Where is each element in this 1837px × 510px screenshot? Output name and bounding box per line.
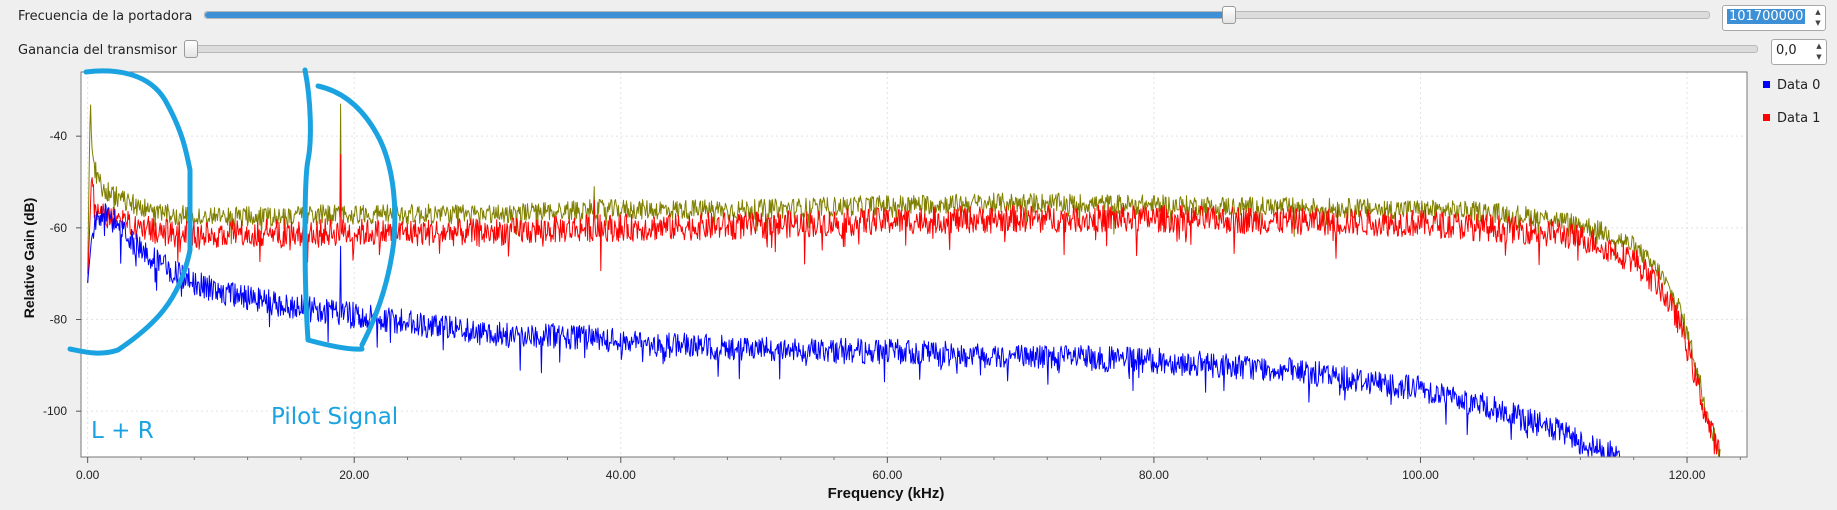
legend: Data 0 Data 1 bbox=[1763, 78, 1820, 126]
x-tick-label: 20.00 bbox=[339, 468, 369, 482]
tx-gain-spinbox[interactable]: 0,0 ▲ ▼ bbox=[1771, 39, 1827, 65]
plot-frame bbox=[80, 71, 1748, 458]
spin-arrows-icon[interactable]: ▲ ▼ bbox=[1815, 8, 1821, 27]
series-layer bbox=[87, 103, 1721, 458]
series-line-data-0 bbox=[87, 203, 1621, 458]
carrier-frequency-value: 101700000 bbox=[1727, 9, 1806, 24]
tx-gain-label: Ganancia del transmisor bbox=[18, 43, 178, 58]
lr-band-circle bbox=[67, 68, 193, 356]
carrier-frequency-row: Frecuencia de la portadora 101700000 ▲ ▼ bbox=[0, 2, 1837, 32]
legend-swatch-data-1 bbox=[1763, 114, 1770, 121]
tx-gain-value: 0,0 bbox=[1776, 43, 1797, 58]
carrier-frequency-label: Frecuencia de la portadora bbox=[18, 9, 193, 24]
annotation-strokes bbox=[67, 67, 398, 356]
legend-label-data-1: Data 1 bbox=[1777, 111, 1820, 126]
carrier-frequency-slider[interactable] bbox=[204, 11, 1710, 19]
ticks: 0.00 20.00 40.00 60.00 80.00 100.00 120.00 -40 -… bbox=[43, 129, 1741, 482]
pilot-bracket-right bbox=[315, 83, 398, 348]
carrier-frequency-spinbox[interactable]: 101700000 ▲ ▼ bbox=[1722, 5, 1826, 31]
series-line-data-1 bbox=[87, 154, 1721, 458]
x-tick-label: 120.00 bbox=[1669, 468, 1706, 482]
x-tick-label: 40.00 bbox=[606, 468, 636, 482]
carrier-frequency-slider-handle[interactable] bbox=[1222, 6, 1237, 24]
annotation-lr-label: L + R bbox=[91, 418, 154, 444]
series-line-olive-trace bbox=[87, 103, 1721, 458]
x-tick-label: 100.00 bbox=[1402, 468, 1439, 482]
y-tick-label: -100 bbox=[43, 404, 67, 418]
y-tick-label: -80 bbox=[50, 313, 68, 327]
x-axis-label: Frequency (kHz) bbox=[828, 485, 945, 502]
spin-arrows-icon[interactable]: ▲ ▼ bbox=[1816, 42, 1822, 61]
x-tick-label: 60.00 bbox=[872, 468, 902, 482]
y-tick-label: -40 bbox=[50, 129, 68, 143]
annotation-pilot-label: Pilot Signal bbox=[271, 404, 398, 430]
y-tick-label: -60 bbox=[50, 221, 68, 235]
x-tick-label: 0.00 bbox=[76, 468, 100, 482]
plot-background bbox=[81, 72, 1747, 457]
legend-label-data-0: Data 0 bbox=[1777, 78, 1820, 93]
tx-gain-row: Ganancia del transmisor 0,0 ▲ ▼ bbox=[0, 36, 1837, 66]
pilot-bracket-left bbox=[302, 67, 365, 352]
y-axis-label: Relative Gain (dB) bbox=[21, 198, 37, 319]
carrier-frequency-slider-fill bbox=[205, 12, 1230, 18]
grid bbox=[81, 72, 1747, 457]
legend-swatch-data-0 bbox=[1763, 81, 1770, 88]
tx-gain-slider-handle[interactable] bbox=[184, 40, 198, 58]
x-tick-label: 80.00 bbox=[1139, 468, 1169, 482]
